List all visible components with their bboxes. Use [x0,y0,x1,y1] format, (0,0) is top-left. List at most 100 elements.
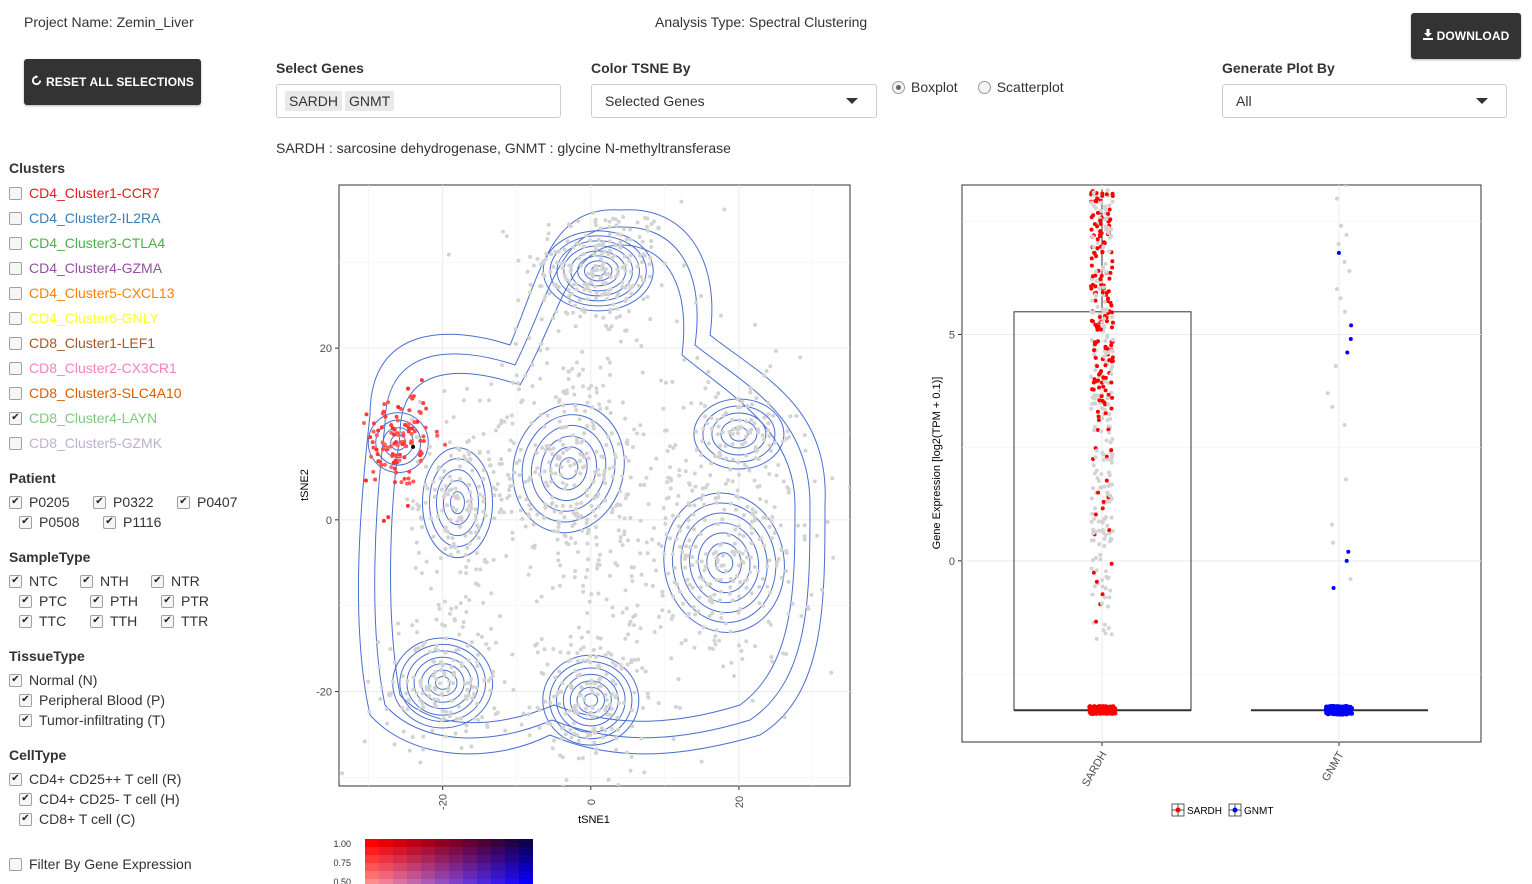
checkbox[interactable] [9,286,22,300]
tissuetype-normal-n[interactable]: Normal (N) [9,672,97,688]
tsne-point [504,553,509,558]
sampletype-ntc[interactable]: NTC [9,573,58,589]
checkbox[interactable] [19,713,32,727]
tsne-point [603,653,608,658]
patient-p0407[interactable]: P0407 [177,494,237,510]
checkbox[interactable] [9,236,22,250]
tsne-point [458,601,463,606]
sampletype-ptr[interactable]: PTR [161,593,209,609]
tsne-point [548,269,553,274]
tsne-point [604,697,609,702]
checkbox[interactable] [19,614,32,628]
tsne-point [520,516,525,521]
radio-scatterplot[interactable]: Scatterplot [977,79,1064,95]
checkbox[interactable] [80,574,93,588]
checkbox[interactable] [19,792,32,806]
color-tsne-select[interactable]: Selected Genes [591,84,877,118]
cluster-cd4-cluster6-gnly[interactable]: CD4_Cluster6-GNLY [9,310,159,326]
tissuetype-peripheral-blood-p[interactable]: Peripheral Blood (P) [19,692,165,708]
patient-p0508[interactable]: P0508 [19,514,79,530]
checkbox[interactable] [9,411,22,425]
tsne-point-highlight [434,429,439,434]
tsne-point [465,643,470,648]
checkbox[interactable] [9,211,22,225]
sampletype-ntr[interactable]: NTR [151,573,200,589]
checkbox[interactable] [90,614,103,628]
cluster-cd8-cluster2-cx3cr1[interactable]: CD8_Cluster2-CX3CR1 [9,360,177,376]
checkbox[interactable] [9,336,22,350]
generate-plot-select[interactable]: All [1222,84,1507,118]
checkbox[interactable] [9,574,22,588]
tsne-point [566,377,571,382]
patient-p0322[interactable]: P0322 [93,494,153,510]
cluster-cd8-cluster5-gzmk[interactable]: CD8_Cluster5-GZMK [9,435,162,451]
tsne-point [663,428,668,433]
checkbox[interactable] [9,311,22,325]
gene-chip-sardh[interactable]: SARDH [285,91,343,111]
checkbox[interactable] [9,772,22,786]
checkbox[interactable] [90,594,103,608]
cluster-cd4-cluster3-ctla4[interactable]: CD4_Cluster3-CTLA4 [9,235,165,251]
sampletype-nth[interactable]: NTH [80,573,129,589]
checkbox[interactable] [9,857,22,871]
celltype-cd4-cd25-t-cell-r[interactable]: CD4+ CD25++ T cell (R) [9,771,181,787]
tsne-point [388,647,393,652]
checkbox[interactable] [93,495,106,509]
sampletype-ptc[interactable]: PTC [19,593,67,609]
checkbox[interactable] [9,436,22,450]
gene-chip-gnmt[interactable]: GNMT [345,91,395,111]
cluster-cd8-cluster3-slc4a10[interactable]: CD8_Cluster3-SLC4A10 [9,385,182,401]
checkbox[interactable] [177,495,190,509]
download-button[interactable]: DOWNLOAD [1411,13,1521,59]
tsne-point [613,682,618,687]
checkbox[interactable] [9,495,22,509]
filter-by-gene-expression[interactable]: Filter By Gene Expression [9,856,192,872]
cluster-cd4-cluster5-cxcl13[interactable]: CD4_Cluster5-CXCL13 [9,285,175,301]
checkbox[interactable] [19,812,32,826]
box-point-sardh [1110,265,1115,270]
radio-boxplot[interactable]: Boxplot [892,79,958,95]
tsne-point-highlight [397,452,402,457]
sampletype-ttr[interactable]: TTR [161,613,208,629]
contour-line [435,469,479,537]
checkbox[interactable] [19,594,32,608]
checkbox[interactable] [103,515,116,529]
checkbox[interactable] [9,186,22,200]
patient-p1116[interactable]: P1116 [103,514,161,530]
tsne-point [442,494,447,499]
sampletype-ttc[interactable]: TTC [19,613,66,629]
tissuetype-tumor-infiltrating-t[interactable]: Tumor-infiltrating (T) [19,712,165,728]
checkbox[interactable] [19,515,32,529]
tsne-point [608,275,613,280]
checkbox[interactable] [9,261,22,275]
cluster-cd8-cluster1-lef1[interactable]: CD8_Cluster1-LEF1 [9,335,155,351]
patient-p0205[interactable]: P0205 [9,494,69,510]
celltype-cd4-cd25-t-cell-h[interactable]: CD4+ CD25- T cell (H) [19,791,180,807]
colorbar-cell [393,871,407,879]
checkbox[interactable] [19,693,32,707]
checkbox[interactable] [9,361,22,375]
tsne-point [473,513,478,518]
cluster-cd8-cluster4-layn[interactable]: CD8_Cluster4-LAYN [9,410,157,426]
checkbox[interactable] [151,574,164,588]
cluster-cd4-cluster4-gzma[interactable]: CD4_Cluster4-GZMA [9,260,162,276]
reset-all-button[interactable]: RESET ALL SELECTIONS [24,59,201,105]
sampletype-tth[interactable]: TTH [90,613,137,629]
select-genes-input[interactable]: SARDH GNMT [276,84,561,118]
tsne-point [766,421,771,426]
checkbox[interactable] [9,386,22,400]
sampletype-pth[interactable]: PTH [90,593,138,609]
colorbar-cell [407,863,421,871]
cluster-cd4-cluster2-il2ra[interactable]: CD4_Cluster2-IL2RA [9,210,161,226]
celltype-cd8-t-cell-c[interactable]: CD8+ T cell (C) [19,811,135,827]
tsne-point [599,726,604,731]
checkbox[interactable] [161,594,174,608]
cluster-cd4-cluster1-ccr7[interactable]: CD4_Cluster1-CCR7 [9,185,160,201]
tsne-point [703,564,708,569]
tsne-point [623,636,628,641]
tsne-point [577,625,582,630]
tsne-point [411,675,416,680]
checkbox[interactable] [9,673,22,687]
tsne-point [618,662,623,667]
checkbox[interactable] [161,614,174,628]
